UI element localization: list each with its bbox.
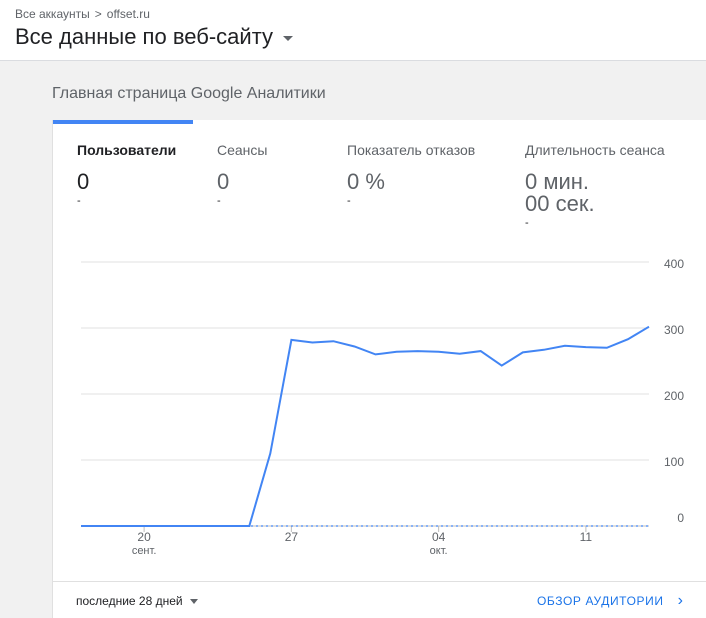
metric-delta: - (525, 217, 529, 229)
top-bar: Все аккаунты > offset.ru Все данные по в… (0, 0, 706, 61)
x-tick-label: 27 (285, 530, 299, 544)
x-tick-sublabel: окт. (430, 545, 448, 557)
y-tick-label: 200 (664, 389, 684, 403)
metric-tab-sessions[interactable]: Сеансы 0 - (217, 142, 267, 207)
view-selector-label: Все данные по веб-сайту (15, 24, 274, 49)
breadcrumb: Все аккаунты > offset.ru (15, 7, 150, 21)
date-range-label: последние 28 дней (76, 594, 183, 608)
metric-value-line2: 00 сек. (525, 191, 595, 216)
metric-label: Показатель отказов (347, 142, 476, 158)
metric-tab-users[interactable]: Пользователи 0 - (77, 142, 176, 207)
y-tick-label: 0 (677, 511, 684, 525)
caret-down-icon (283, 35, 294, 41)
card-title: Главная страница Google Аналитики (52, 85, 326, 102)
chevron-right-icon: > (94, 7, 102, 21)
date-range-selector[interactable]: последние 28 дней (76, 594, 198, 608)
breadcrumb-all-accounts[interactable]: Все аккаунты (15, 7, 90, 21)
audience-card: Пользователи 0 - Сеансы 0 - Показатель о… (52, 120, 706, 618)
x-tick-label: 20 (137, 530, 151, 544)
audience-overview-label: ОБЗОР АУДИТОРИИ (537, 594, 664, 608)
metric-delta: - (347, 195, 351, 207)
y-tick-label: 100 (664, 455, 684, 469)
metric-label: Длительность сеанса (525, 142, 665, 158)
x-tick-sublabel: сент. (132, 545, 157, 557)
view-selector[interactable]: Все данные по веб-сайту (15, 24, 294, 50)
metric-value: 0 (217, 169, 230, 194)
metric-value: 0 (77, 169, 90, 194)
footer-divider (52, 581, 706, 582)
series-line-users (81, 325, 650, 527)
metric-delta: - (217, 195, 221, 207)
x-tick-label: 04 (432, 530, 446, 544)
metric-label: Сеансы (217, 142, 268, 158)
metric-delta: - (77, 195, 81, 207)
caret-down-icon (189, 598, 198, 604)
audience-overview-link[interactable]: ОБЗОР АУДИТОРИИ › (537, 592, 684, 609)
metric-value: 0 мин. (525, 169, 590, 194)
metric-label: Пользователи (77, 142, 177, 158)
chevron-right-icon: › (677, 592, 684, 609)
metric-tab-bounce-rate[interactable]: Показатель отказов 0 % - (347, 142, 475, 207)
metric-tab-session-duration[interactable]: Длительность сеанса 0 мин. 00 сек. - (525, 142, 665, 229)
y-tick-label: 300 (664, 323, 684, 337)
active-tab-indicator (53, 120, 193, 124)
breadcrumb-account[interactable]: offset.ru (106, 7, 150, 21)
y-tick-label: 400 (664, 257, 684, 271)
metric-value: 0 % (347, 169, 385, 194)
x-tick-label: 11 (580, 530, 593, 544)
